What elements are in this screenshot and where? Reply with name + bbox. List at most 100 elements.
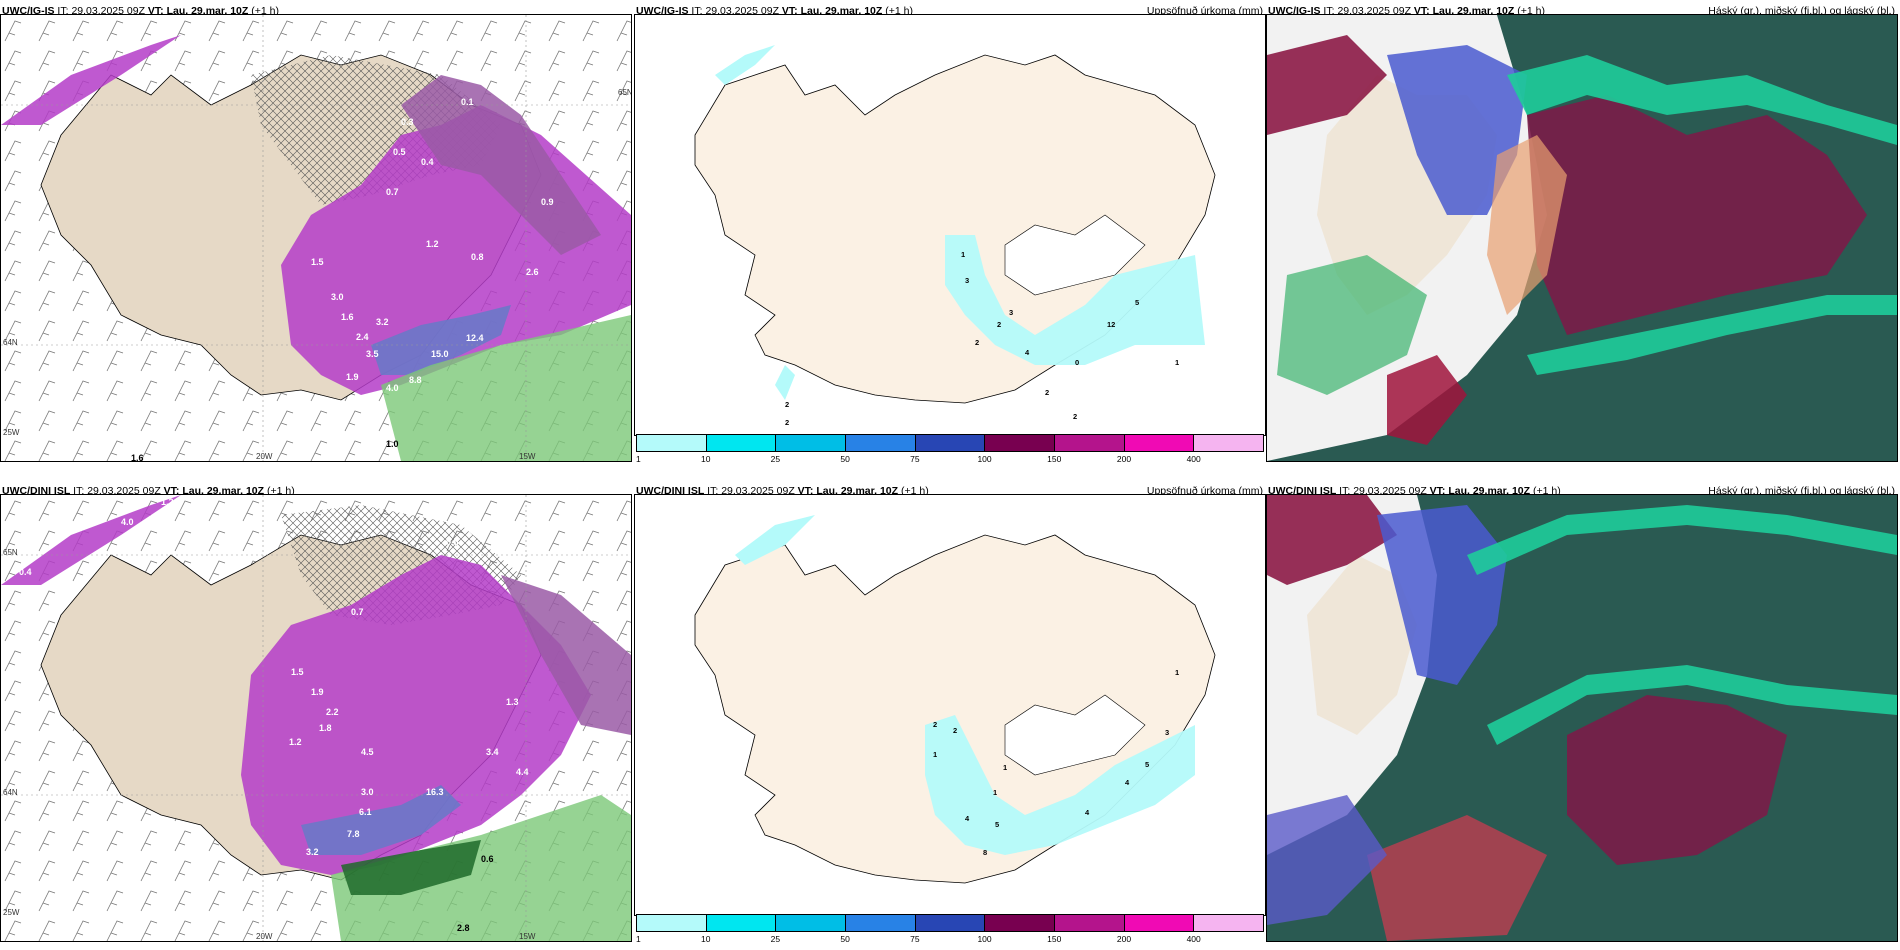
accum-field-nw (735, 515, 815, 565)
precip-label: 0.7 (351, 607, 364, 617)
cloud-map-svg (1267, 495, 1897, 941)
precip-label: 0.4 (19, 567, 32, 577)
colorbar-swatch (1055, 915, 1125, 931)
panel-row1-precip-wind: UWC/IG-IS IT: 29.03.2025 09Z VT: Lau. 29… (0, 0, 632, 468)
cloud-cover-map[interactable] (1266, 494, 1898, 942)
precip-label: 0.5 (393, 147, 406, 157)
colorbar-tick: 1 (636, 454, 641, 464)
colorbar (636, 914, 1264, 932)
precip-label: 1.0 (386, 439, 399, 449)
colorbar-swatch (1124, 915, 1195, 931)
colorbar-ticks: 1 10 25 50 75 100 150 200 400 (636, 934, 1264, 944)
precip-label: 1.2 (426, 239, 439, 249)
precip-green (331, 795, 631, 941)
accum-label: 2 (997, 320, 1001, 329)
cloud-map-svg (1267, 15, 1897, 461)
grid-label: 64N (3, 788, 18, 797)
colorbar-swatch (706, 435, 777, 451)
precip-label: 3.5 (366, 349, 379, 359)
precip-core-blue (301, 785, 461, 855)
cloud-blue-band (1387, 45, 1527, 215)
colorbar-ticks: 1 10 25 50 75 100 150 200 400 (636, 454, 1264, 464)
accum-label: 2 (785, 400, 789, 409)
colorbar-tick: 25 (770, 934, 781, 944)
accum-label: 2 (1045, 388, 1049, 397)
precip-label: 0.9 (541, 197, 554, 207)
precip-label: 1.5 (311, 257, 324, 267)
precip-label: 4.0 (386, 383, 399, 393)
panel-row2-precip-wind: UWC/DINI ISL IT: 29.03.2025 09Z VT: Lau.… (0, 480, 632, 948)
colorbar-tick: 400 (1186, 934, 1201, 944)
precip-label: 1.9 (311, 687, 324, 697)
precip-label: 2.2 (326, 707, 339, 717)
accum-label: 2 (933, 720, 937, 729)
grid-label: 20W (256, 932, 273, 941)
cloud-teal-contours (1507, 55, 1897, 375)
precip-core-blue (371, 305, 511, 375)
precip-label: 1.3 (506, 697, 519, 707)
panel-row2-cloud: UWC/DINI ISL IT: 29.03.2025 09Z VT: Lau.… (1266, 480, 1898, 948)
precip-map-svg: 0.1 0.3 0.5 0.4 1.5 3.0 1.6 2.4 3.5 1.9 … (1, 15, 631, 461)
precip-label: 7.8 (347, 829, 360, 839)
iceland-land (694, 54, 1216, 404)
accum-label: 2 (785, 418, 789, 427)
precip-nw (1, 495, 181, 585)
precip-label: 3.0 (361, 787, 374, 797)
precip-label: 2.8 (457, 923, 470, 933)
colorbar-swatch (846, 915, 916, 931)
cloud-orange (1487, 135, 1567, 315)
accum-label: 4 (965, 814, 970, 823)
accum-map-svg: 2 2 1 1 4 5 8 4 1 3 5 4 1 (694, 515, 1216, 884)
grid-label: 64N (3, 338, 18, 347)
accum-label: 2 (953, 726, 957, 735)
colorbar-tick: 100 (977, 934, 992, 944)
precip-rate-map[interactable]: 0.1 0.3 0.5 0.4 1.5 3.0 1.6 2.4 3.5 1.9 … (0, 14, 632, 462)
cloud-blue-south (1267, 795, 1387, 925)
accum-label: 2 (975, 338, 979, 347)
precip-label: 2.4 (356, 332, 369, 342)
accum-label: 12 (1107, 320, 1115, 329)
accum-label: 8 (983, 848, 987, 857)
colorbar-tick: 400 (1186, 454, 1201, 464)
precip-label: 0.3 (401, 117, 414, 127)
precip-label: 1.8 (319, 723, 332, 733)
precip-label: 0.7 (386, 187, 399, 197)
colorbar-tick: 100 (977, 454, 992, 464)
colorbar-tick: 25 (770, 454, 781, 464)
precip-label: 3.0 (331, 292, 344, 302)
precip-label: 0.5 (446, 537, 459, 547)
cloud-blue-band (1377, 505, 1507, 685)
precip-label: 12.4 (466, 333, 484, 343)
precip-label: 0.8 (471, 252, 484, 262)
accum-label: 3 (1009, 308, 1013, 317)
precip-label: 4.4 (516, 767, 529, 777)
colorbar-swatch (776, 435, 847, 451)
colorbar-tick: 10 (700, 934, 711, 944)
cloud-red-sw (1387, 355, 1467, 445)
precip-label: 4.5 (361, 747, 374, 757)
accum-precip-map[interactable]: 2 2 1 1 4 5 8 4 1 3 5 4 1 (634, 494, 1266, 916)
precip-label: 1.9 (346, 372, 359, 382)
accum-precip-map[interactable]: 1 3 2 4 2 3 12 2 1 2 2 0 5 2 (634, 14, 1266, 436)
precip-field-purple (401, 75, 601, 255)
precip-rate-map[interactable]: 4.0 1.2 0.4 0.5 0.7 1.5 1.9 2.2 1.8 1.2 … (0, 494, 632, 942)
cloud-maroon (1267, 495, 1397, 585)
glacier-white (1004, 214, 1146, 296)
grid-label: 25W (3, 428, 20, 437)
precip-label: 15.0 (431, 349, 449, 359)
accum-map-svg: 1 3 2 4 2 3 12 2 1 2 2 0 5 2 (694, 45, 1216, 427)
colorbar-swatch (1194, 435, 1264, 451)
colorbar-tick: 10 (700, 454, 711, 464)
colorbar-swatch (846, 435, 916, 451)
cloud-red-south (1367, 815, 1547, 941)
accum-label: 5 (1135, 298, 1139, 307)
precip-label: 2.6 (526, 267, 539, 277)
accum-label: 3 (1165, 728, 1169, 737)
precip-label: 0.4 (421, 157, 434, 167)
panel-row2-accum: UWC/DINI ISL IT: 29.03.2025 09Z VT: Lau.… (634, 480, 1266, 948)
accum-label: 4 (1085, 808, 1090, 817)
cloud-high-maroon (1527, 95, 1867, 335)
colorbar-tick: 50 (840, 934, 850, 944)
cloud-cover-map[interactable] (1266, 14, 1898, 462)
glacier-white (1004, 694, 1146, 776)
